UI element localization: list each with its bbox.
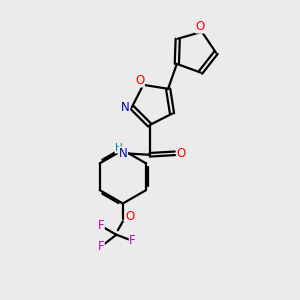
Text: O: O — [177, 147, 186, 160]
Text: O: O — [135, 74, 144, 87]
Text: H: H — [115, 143, 123, 153]
Text: F: F — [98, 219, 104, 232]
Text: N: N — [121, 101, 130, 114]
Text: N: N — [119, 147, 128, 160]
Text: O: O — [126, 210, 135, 224]
Text: O: O — [196, 20, 205, 33]
Text: F: F — [98, 239, 104, 253]
Text: F: F — [129, 234, 136, 247]
